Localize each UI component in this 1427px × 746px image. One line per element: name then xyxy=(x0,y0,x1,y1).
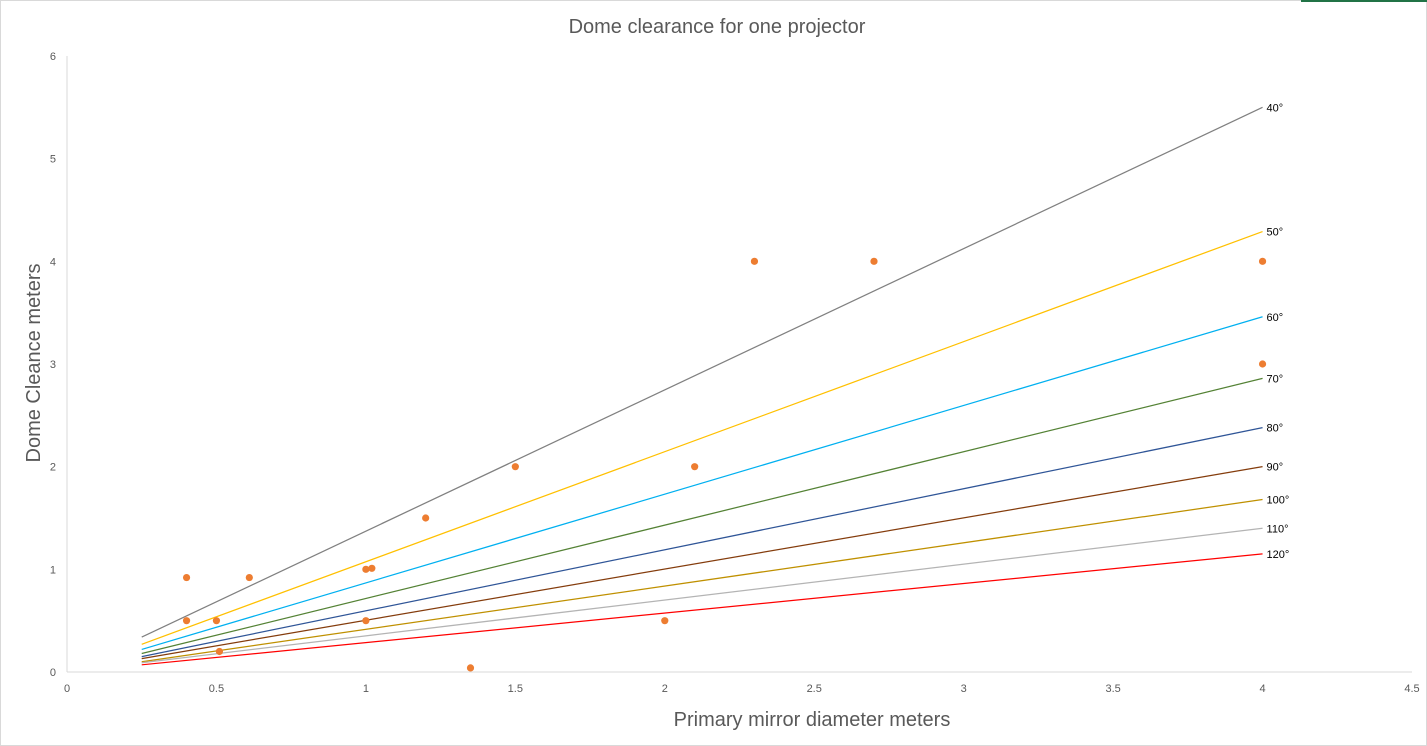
series-label: 120° xyxy=(1267,549,1290,561)
axes: 0 0.5 1 1.5 2 2.5 3 3.5 4 4.5 0 1 2 3 4 5 6 xyxy=(50,51,1420,695)
data-points xyxy=(182,257,1267,672)
series-label: 40° xyxy=(1267,102,1284,114)
series-label: 100° xyxy=(1267,495,1290,507)
series-line xyxy=(141,230,1263,645)
x-tick-label: 1.5 xyxy=(508,683,523,695)
y-tick-label: 0 xyxy=(50,667,56,679)
data-point xyxy=(511,463,519,471)
data-point xyxy=(215,647,224,656)
data-point xyxy=(1258,257,1267,265)
x-axis-title: Primary mirror diameter meters xyxy=(674,709,951,731)
series-line xyxy=(141,498,1263,663)
series-line xyxy=(141,466,1263,660)
y-axis-title: Dome Cleance meters xyxy=(23,264,45,463)
data-point xyxy=(1258,360,1267,368)
data-point xyxy=(182,573,191,582)
y-tick-label: 4 xyxy=(50,256,56,268)
data-point xyxy=(362,617,370,625)
series-label: 110° xyxy=(1267,523,1289,535)
data-point xyxy=(182,617,191,625)
series-line xyxy=(141,106,1263,638)
data-point xyxy=(362,565,370,573)
x-tick-label: 4 xyxy=(1259,683,1265,695)
data-point xyxy=(870,257,878,265)
x-tick-label: 3 xyxy=(961,683,967,695)
x-tick-label: 2.5 xyxy=(807,683,822,695)
series-label: 70° xyxy=(1267,373,1284,385)
data-point xyxy=(466,664,475,672)
x-tick-label: 1 xyxy=(363,683,369,695)
data-point xyxy=(750,257,759,265)
series-line xyxy=(141,377,1263,655)
data-point xyxy=(691,463,699,471)
data-point xyxy=(212,617,221,625)
data-point xyxy=(368,564,376,572)
series-label: 90° xyxy=(1267,462,1284,474)
x-tick-label: 3.5 xyxy=(1105,683,1120,695)
series-line xyxy=(141,427,1263,658)
selection-accent-bar xyxy=(1301,0,1427,2)
y-tick-label: 6 xyxy=(50,51,56,63)
y-tick-label: 3 xyxy=(50,359,56,371)
data-point xyxy=(661,617,669,625)
series-line xyxy=(141,553,1263,666)
x-tick-label: 0 xyxy=(64,683,70,695)
chart-title: Dome clearance for one projector xyxy=(569,16,866,38)
x-tick-label: 2 xyxy=(662,683,668,695)
x-tick-label: 4.5 xyxy=(1404,683,1419,695)
data-point xyxy=(245,573,253,582)
y-tick-label: 1 xyxy=(50,564,56,576)
series-label: 80° xyxy=(1267,423,1284,435)
data-point xyxy=(422,514,430,522)
y-tick-label: 5 xyxy=(50,154,56,166)
series-line xyxy=(141,527,1263,664)
y-tick-label: 2 xyxy=(50,462,56,474)
series-label: 50° xyxy=(1267,227,1284,239)
series-label: 60° xyxy=(1267,312,1284,324)
series-line xyxy=(141,316,1263,651)
x-tick-label: 0.5 xyxy=(209,683,224,695)
series-lines: 40° 50° 60° 70° 80° 90° 100° 110° 120° xyxy=(141,102,1290,666)
